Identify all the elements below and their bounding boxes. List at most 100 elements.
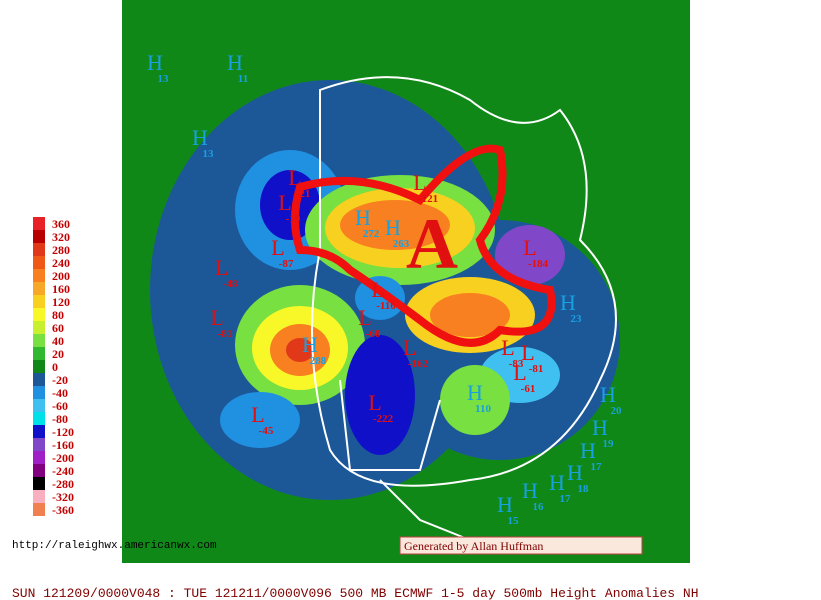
legend-label: -20 <box>52 373 68 387</box>
center-letter: H <box>600 382 616 407</box>
legend-swatch <box>33 308 45 321</box>
legend-label: 160 <box>52 282 70 296</box>
legend-label: 80 <box>52 308 64 322</box>
center-value: -21 <box>296 188 311 200</box>
center-letter: L <box>413 170 426 195</box>
center-value: -162 <box>408 358 429 370</box>
center-letter: L <box>210 305 223 330</box>
legend-swatch <box>33 373 45 386</box>
center-value: -184 <box>528 258 549 270</box>
center-letter: H <box>549 470 565 495</box>
legend-label: -60 <box>52 399 68 413</box>
center-letter: L <box>358 305 371 330</box>
center-letter: L <box>523 235 536 260</box>
center-letter: H <box>522 478 538 503</box>
center-letter: L <box>251 402 264 427</box>
legend-label: 280 <box>52 243 70 257</box>
legend-swatch <box>33 412 45 425</box>
center-letter: H <box>497 492 513 517</box>
legend-label: 240 <box>52 256 70 270</box>
center-value: 13 <box>158 73 170 85</box>
center-value: -222 <box>373 413 394 425</box>
center-letter: H <box>467 380 483 405</box>
legend-label: -120 <box>52 425 74 439</box>
legend-swatch <box>33 269 45 282</box>
legend-swatch <box>33 399 45 412</box>
legend-label: 360 <box>52 217 70 231</box>
credit: Generated by Allan Huffman <box>404 539 543 553</box>
center-letter: H <box>355 205 371 230</box>
center-letter: L <box>271 235 284 260</box>
legend-swatch <box>33 217 45 230</box>
center-value: -45 <box>259 425 274 437</box>
center-value: 11 <box>238 73 248 85</box>
legend-swatch <box>33 425 45 438</box>
legend-swatch <box>33 438 45 451</box>
legend-label: 120 <box>52 295 70 309</box>
legend-swatch <box>33 490 45 503</box>
center-value: 110 <box>475 403 491 415</box>
credit-box <box>399 536 643 555</box>
center-letter: H <box>592 415 608 440</box>
legend-label: 320 <box>52 230 70 244</box>
center-value: 18 <box>578 483 590 495</box>
center-value: 288 <box>310 355 327 367</box>
url: http://raleighwx.americanwx.com <box>12 540 217 552</box>
legend-swatch <box>33 243 45 256</box>
center-letter: L <box>368 390 381 415</box>
center-letter: H <box>567 460 583 485</box>
center-value: -121 <box>418 193 438 205</box>
center-letter: H <box>302 332 318 357</box>
legend-label: 200 <box>52 269 70 283</box>
legend-swatch <box>33 347 45 360</box>
legend-swatch <box>33 503 45 516</box>
legend-label: -160 <box>52 438 74 452</box>
center-value: 19 <box>603 438 615 450</box>
legend-label: -80 <box>52 412 68 426</box>
center-letter: H <box>192 125 208 150</box>
center-value: -81 <box>529 363 544 375</box>
center-letter: H <box>227 50 243 75</box>
center-value: 17 <box>560 493 572 505</box>
center-value: 272 <box>363 228 380 240</box>
center-value: 23 <box>571 313 583 325</box>
center-letter: L <box>403 335 416 360</box>
legend-label: -360 <box>52 503 74 517</box>
center-letter: L <box>371 277 384 302</box>
center-value: -87 <box>279 258 294 270</box>
center-letter: L <box>278 190 291 215</box>
legend-swatch <box>33 321 45 334</box>
legend-label: 20 <box>52 347 64 361</box>
legend-swatch <box>33 295 45 308</box>
footer: SUN 121209/0000V048 : TUE 121211/0000V09… <box>12 586 699 600</box>
legend-label: -40 <box>52 386 68 400</box>
center-letter: L <box>513 360 526 385</box>
legend-swatch <box>33 334 45 347</box>
legend-label: 0 <box>52 360 58 374</box>
legend-swatch <box>33 477 45 490</box>
center-value: 17 <box>591 461 603 473</box>
center-letter: H <box>580 438 596 463</box>
legend-label: -320 <box>52 490 74 504</box>
legend-label: -200 <box>52 451 74 465</box>
center-value: 263 <box>393 238 410 250</box>
center-letter: H <box>385 215 401 240</box>
legend-swatch <box>33 360 45 373</box>
legend-label: -240 <box>52 464 74 478</box>
legend-swatch <box>33 282 45 295</box>
legend-swatch <box>33 230 45 243</box>
legend: 360320280240200160120806040200-20-40-60-… <box>33 217 74 517</box>
legend-swatch <box>33 386 45 399</box>
center-letter: L <box>521 340 534 365</box>
center-value: -81 <box>218 328 233 340</box>
center-value: 16 <box>533 501 545 513</box>
center-value: -83 <box>509 358 524 370</box>
legend-label: -280 <box>52 477 74 491</box>
annotation: A <box>406 204 458 284</box>
center-value: -19 <box>286 213 301 225</box>
legend-swatch <box>33 451 45 464</box>
center-value: -60 <box>366 328 381 340</box>
center-value: 13 <box>203 148 215 160</box>
